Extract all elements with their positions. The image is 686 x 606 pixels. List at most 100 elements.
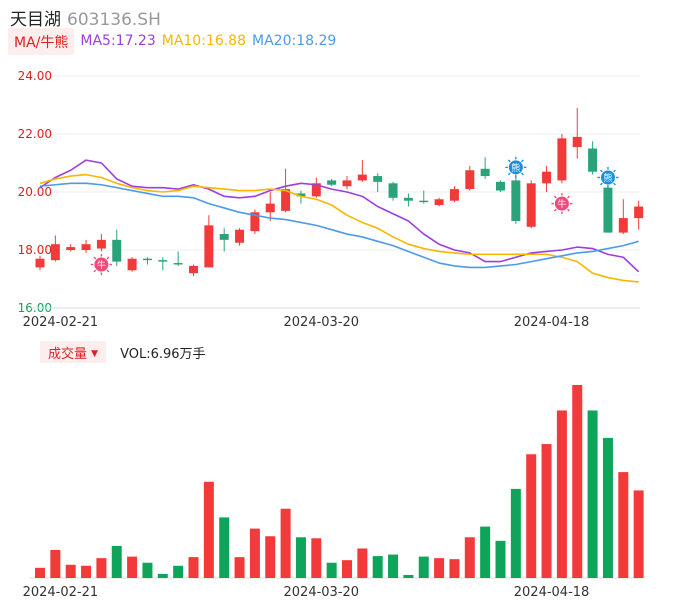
volume-bar	[526, 454, 537, 578]
candle-body	[327, 180, 337, 185]
volume-bar	[280, 508, 291, 578]
volume-bar	[602, 437, 613, 578]
volume-x-date-label: 2024-02-21	[23, 585, 99, 600]
marker-ray	[613, 169, 616, 173]
candle-body	[296, 193, 306, 197]
candle-body	[173, 263, 183, 265]
volume-bar	[311, 538, 322, 578]
marker-ray	[553, 195, 557, 199]
x-date-label: 2024-04-18	[514, 315, 590, 330]
candle-body	[219, 234, 229, 240]
ma-legend: MA/牛熊 MA5:17.23 MA10:16.88 MA20:18.29	[8, 27, 342, 55]
volume-bar	[403, 574, 414, 578]
volume-x-date-label: 2024-04-18	[514, 585, 590, 600]
volume-bar	[265, 536, 276, 578]
candle-body	[496, 181, 505, 191]
dropdown-arrow-icon: ▼	[91, 349, 99, 359]
volume-bar	[127, 556, 138, 578]
marker-badge	[508, 160, 523, 175]
candle-body	[373, 176, 383, 182]
x-date-label: 2024-03-20	[284, 315, 360, 330]
volume-x-date-label: 2024-03-20	[284, 585, 360, 600]
volume-bar	[510, 488, 521, 578]
bull-marker-icon: 牛	[90, 254, 112, 275]
volume-bar	[495, 540, 506, 578]
marker-ray	[553, 208, 557, 212]
volume-bar	[173, 565, 184, 578]
marker-ray	[600, 169, 603, 173]
volume-bar	[418, 556, 429, 578]
ma5-line	[39, 159, 640, 273]
candle-body	[81, 244, 91, 250]
bear-marker-icon: 熊	[505, 156, 527, 178]
volume-bar	[541, 444, 552, 578]
marker-badge	[600, 170, 615, 185]
volume-bar	[188, 557, 199, 578]
marker-ray	[613, 182, 616, 186]
candle-body	[235, 229, 245, 243]
marker-badge	[94, 257, 109, 272]
volume-bar	[388, 554, 399, 578]
y-tick-label: 20.00	[18, 185, 52, 199]
volume-bar	[203, 481, 214, 578]
volume-bar	[357, 548, 368, 578]
candle-body	[281, 189, 291, 211]
candle-body	[388, 183, 398, 198]
candle-body	[189, 265, 198, 274]
candle-body	[572, 136, 582, 148]
candle-body	[96, 239, 106, 249]
candle-body	[158, 260, 168, 262]
candle-body	[588, 148, 598, 172]
candle-body	[603, 187, 613, 233]
stock-name: 天目湖	[10, 10, 61, 30]
volume-bar	[587, 410, 598, 578]
candle-body	[403, 197, 413, 201]
candle-body	[480, 168, 490, 177]
volume-indicator-dropdown[interactable]: 成交量 ▼	[40, 341, 107, 363]
candle-body	[35, 258, 45, 268]
ma20-label: MA20:18.29	[252, 33, 337, 49]
ma-bull-bear-tab[interactable]: MA/牛熊	[8, 27, 75, 55]
marker-glyph: 牛	[557, 198, 566, 210]
volume-bar	[464, 537, 475, 578]
stock-header: 天目湖 603136.SH	[10, 5, 161, 30]
volume-bar	[434, 558, 445, 578]
candle-body	[142, 258, 152, 261]
candle-body	[511, 180, 521, 221]
y-tick-label: 18.00	[18, 243, 52, 257]
candle-body	[127, 258, 137, 271]
candle-body	[434, 199, 444, 206]
volume-bar	[157, 573, 168, 578]
candle-body	[449, 189, 459, 201]
volume-bar	[111, 545, 122, 578]
volume-bar	[449, 559, 460, 578]
volume-bar	[326, 562, 337, 578]
candle-body	[542, 171, 552, 184]
y-tick-label: 24.00	[18, 69, 52, 83]
candle-body	[419, 200, 429, 203]
marker-ray	[567, 195, 570, 199]
volume-legend: 成交量 ▼ VOL:6.96万手	[40, 341, 206, 363]
marker-ray	[521, 172, 524, 176]
stock-code: 603136.SH	[67, 10, 161, 30]
marker-glyph: 牛	[97, 259, 106, 271]
candle-body	[112, 239, 122, 262]
volume-bar	[81, 565, 92, 578]
marker-glyph: 熊	[511, 162, 520, 174]
volume-bar	[372, 556, 383, 578]
volume-bar	[572, 385, 583, 578]
candle-body	[66, 247, 76, 250]
marker-ray	[567, 208, 570, 212]
volume-bar	[556, 410, 567, 578]
volume-bar	[35, 567, 45, 578]
volume-bar	[249, 528, 260, 578]
marker-ray	[106, 256, 110, 260]
bull-marker-icon: 牛	[551, 193, 573, 215]
marker-ray	[600, 182, 603, 186]
candle-body	[342, 180, 352, 187]
marker-ray	[93, 269, 97, 273]
marker-ray	[93, 256, 97, 260]
bear-marker-icon: 熊	[597, 167, 619, 188]
candle-body	[526, 183, 536, 227]
